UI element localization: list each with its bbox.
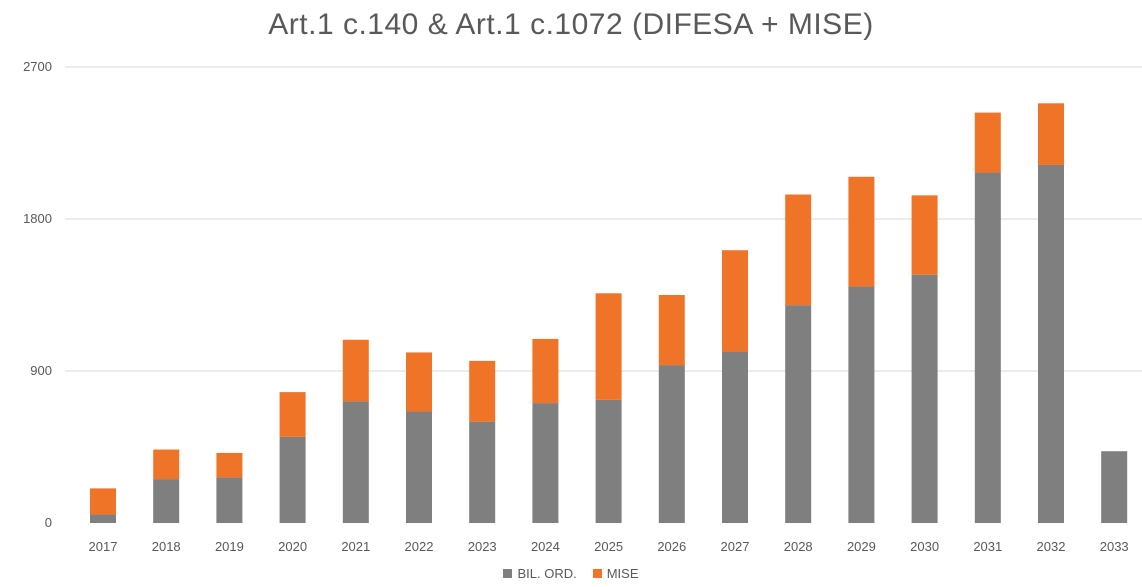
legend-swatch-mise xyxy=(592,569,602,578)
bar-bil-ord-2018 xyxy=(153,479,180,523)
bar-mise-2031 xyxy=(974,112,1001,173)
bar-mise-2032 xyxy=(1038,103,1064,165)
bar-mise-2028 xyxy=(785,194,812,306)
bar-bil-ord-2033 xyxy=(1101,451,1128,523)
x-tick-label: 2018 xyxy=(152,539,181,554)
bar-mise-2018 xyxy=(153,449,180,480)
x-tick-label: 2030 xyxy=(910,539,939,554)
chart-title: Art.1 c.140 & Art.1 c.1072 (DIFESA + MIS… xyxy=(268,8,874,41)
bar-mise-2020 xyxy=(279,392,306,437)
x-tick-label: 2025 xyxy=(594,539,623,554)
legend-swatch-bil-ord xyxy=(503,569,513,578)
x-tick-label: 2023 xyxy=(468,539,497,554)
bar-bil-ord-2027 xyxy=(722,351,748,523)
x-tick-label: 2032 xyxy=(1037,539,1066,554)
x-tick-label: 2017 xyxy=(89,539,118,554)
y-tick-label: 900 xyxy=(30,363,52,378)
bar-bil-ord-2029 xyxy=(848,286,875,523)
bar-bil-ord-2023 xyxy=(469,421,496,523)
bar-mise-2025 xyxy=(595,293,622,400)
bar-bil-ord-2024 xyxy=(532,403,559,523)
bar-bil-ord-2021 xyxy=(342,401,369,523)
x-tick-label: 2021 xyxy=(341,539,370,554)
bar-bil-ord-2025 xyxy=(595,399,622,523)
x-tick-label: 2028 xyxy=(784,539,813,554)
bar-bil-ord-2032 xyxy=(1038,164,1064,523)
x-tick-label: 2029 xyxy=(847,539,876,554)
x-tick-label: 2033 xyxy=(1100,539,1129,554)
bar-mise-2017 xyxy=(90,488,116,515)
x-tick-label: 2026 xyxy=(657,539,686,554)
bar-mise-2027 xyxy=(722,250,748,352)
bar-mise-2030 xyxy=(911,195,938,275)
legend-item-mise: MISE xyxy=(592,566,639,581)
bar-bil-ord-2031 xyxy=(974,172,1001,524)
bar-bil-ord-2026 xyxy=(658,365,685,523)
x-tick-label: 2020 xyxy=(278,539,307,554)
x-tick-label: 2031 xyxy=(973,539,1002,554)
bar-bil-ord-2017 xyxy=(90,514,116,523)
bar-bil-ord-2019 xyxy=(216,477,243,523)
bar-mise-2026 xyxy=(658,295,685,366)
bar-mise-2024 xyxy=(532,338,559,404)
bar-mise-2021 xyxy=(342,339,369,402)
chart-legend: BIL. ORD. MISE xyxy=(0,566,1142,581)
bar-mise-2029 xyxy=(848,176,875,287)
bar-bil-ord-2030 xyxy=(911,274,938,523)
y-tick-label: 0 xyxy=(45,515,52,530)
bar-mise-2022 xyxy=(406,352,432,412)
x-tick-label: 2019 xyxy=(215,539,244,554)
bar-bil-ord-2028 xyxy=(785,305,812,523)
x-tick-label: 2024 xyxy=(531,539,560,554)
legend-label-bil-ord: BIL. ORD. xyxy=(517,566,577,581)
bar-bil-ord-2022 xyxy=(406,411,432,523)
bar-mise-2019 xyxy=(216,452,243,478)
x-tick-label: 2027 xyxy=(721,539,750,554)
y-tick-label: 1800 xyxy=(23,211,52,226)
legend-label-mise: MISE xyxy=(606,566,639,581)
legend-item-bil-ord: BIL. ORD. xyxy=(503,566,577,581)
bar-bil-ord-2020 xyxy=(279,436,306,523)
bar-mise-2023 xyxy=(469,360,496,422)
x-tick-label: 2022 xyxy=(405,539,434,554)
y-tick-label: 2700 xyxy=(23,59,52,74)
